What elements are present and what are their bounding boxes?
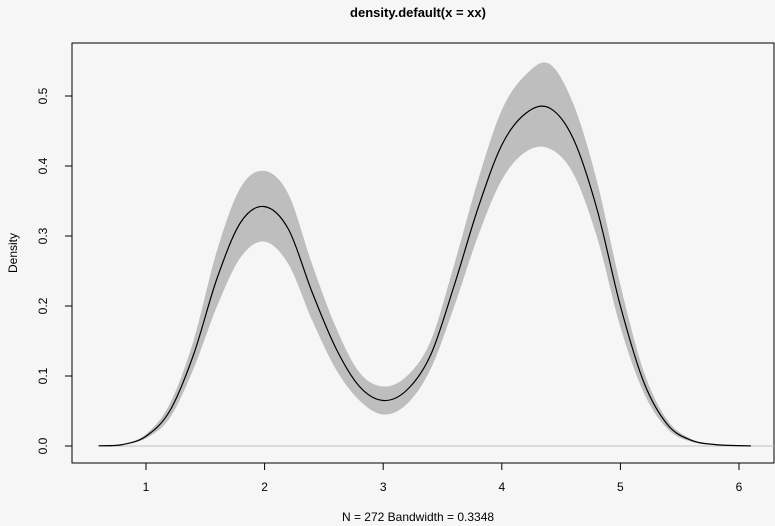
- x-tick-label: 6: [736, 480, 743, 494]
- x-axis-label: N = 272 Bandwidth = 0.3348: [342, 510, 494, 524]
- y-tick-label: 0.5: [36, 87, 50, 104]
- y-tick-label: 0.1: [36, 367, 50, 384]
- confidence-band: [98, 62, 751, 446]
- y-axis-label: Density: [6, 233, 20, 273]
- y-axis: 0.0 0.1 0.2 0.3 0.4 0.5: [36, 87, 73, 454]
- x-tick-label: 3: [380, 480, 387, 494]
- confidence-band-layer: [98, 62, 751, 446]
- x-tick-label: 1: [143, 480, 150, 494]
- y-tick-label: 0.4: [36, 157, 50, 174]
- x-tick-label: 4: [498, 480, 505, 494]
- x-axis: 1 2 3 4 5 6: [143, 462, 743, 494]
- y-tick-label: 0.2: [36, 297, 50, 314]
- density-line: [98, 105, 751, 447]
- density-line-layer: [98, 105, 751, 447]
- x-tick-label: 2: [261, 480, 268, 494]
- chart-title: density.default(x = xx): [350, 5, 486, 20]
- x-tick-label: 5: [617, 480, 624, 494]
- y-tick-label: 0.3: [36, 227, 50, 244]
- y-tick-label: 0.0: [36, 437, 50, 454]
